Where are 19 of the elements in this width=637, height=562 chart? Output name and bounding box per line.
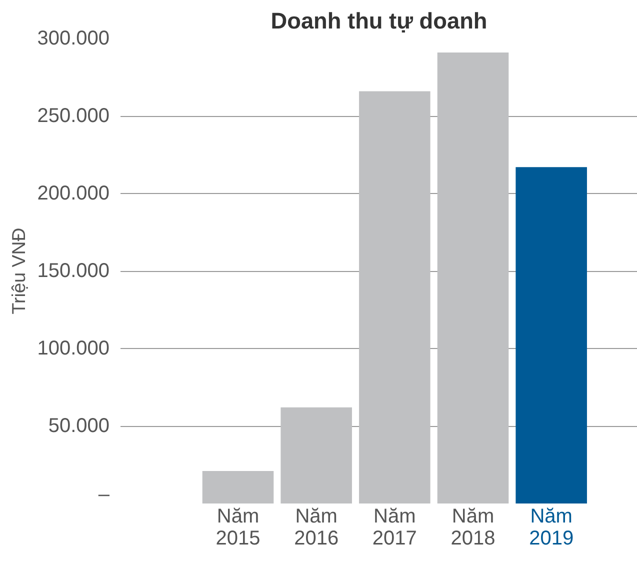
x-tick-label: Năm 2015 [216, 506, 260, 550]
bar [516, 167, 587, 504]
x-tick-label: Năm 2019 [529, 506, 574, 550]
x-tick-label: Năm 2016 [294, 506, 339, 550]
y-tick-label: 250.000 [37, 105, 110, 127]
chart-title: Doanh thu tự doanh [270, 8, 488, 34]
y-axis-title: Triệu VNĐ [8, 228, 30, 314]
y-tick-label: 50.000 [48, 415, 110, 437]
bar [359, 91, 430, 504]
bar [202, 470, 274, 504]
y-tick-label: – [98, 484, 110, 506]
x-tick-label: Năm 2018 [450, 506, 496, 550]
y-tick-label: 300.000 [37, 28, 110, 50]
y-tick-label: 200.000 [37, 182, 110, 204]
bar [437, 52, 509, 504]
x-tick-label: Năm 2017 [372, 506, 417, 550]
bar [280, 407, 352, 504]
y-tick-label: 100.000 [37, 338, 110, 360]
y-tick-label: 150.000 [37, 260, 110, 282]
